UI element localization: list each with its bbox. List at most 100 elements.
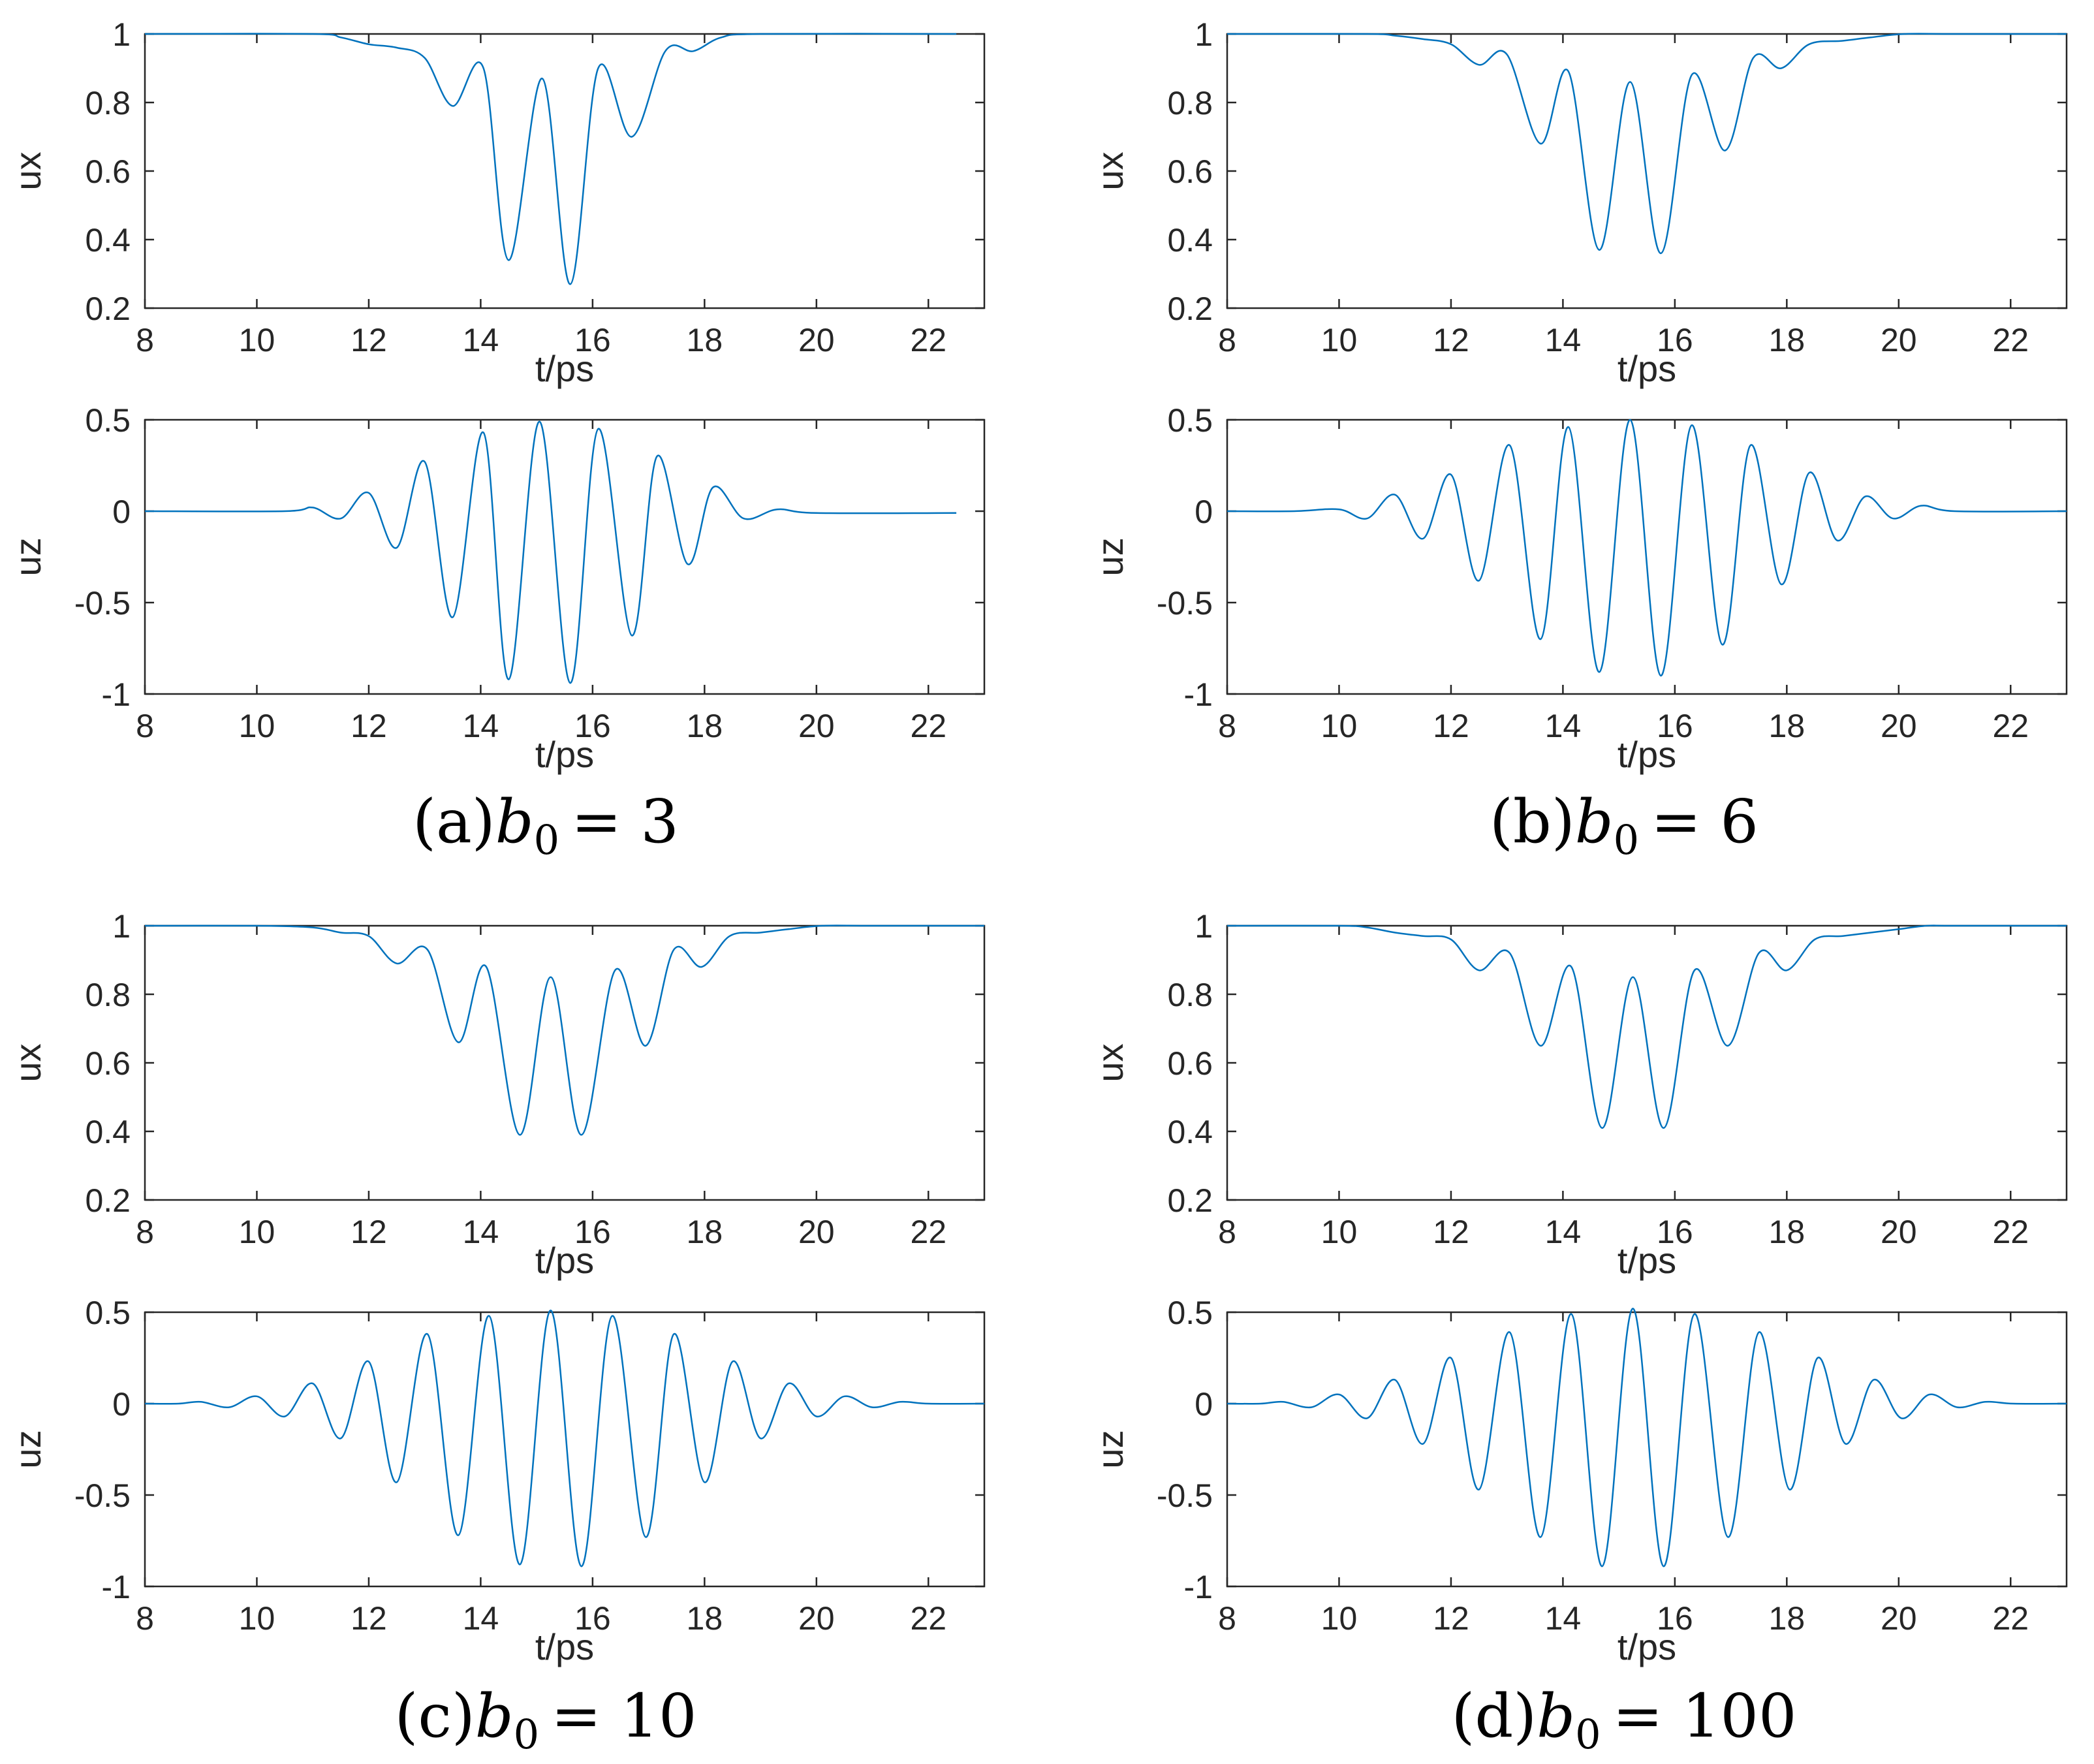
- y-tick-label: 0.2: [85, 1182, 131, 1219]
- x-tick-label: 14: [463, 322, 499, 358]
- axes-frame: [144, 924, 986, 1201]
- x-tick-label: 20: [1881, 1214, 1917, 1250]
- x-tick-label: 8: [136, 1600, 154, 1637]
- data-line-uz: [1227, 1308, 2067, 1567]
- x-tick-label: 14: [1545, 708, 1582, 744]
- y-axis-label: ux: [1089, 1043, 1131, 1082]
- x-axis-label: t/ps: [535, 348, 594, 389]
- y-tick-label: -0.5: [1157, 1477, 1213, 1514]
- x-tick-label: 12: [1433, 1600, 1469, 1637]
- subplot-a-uz: 8 10 12 14 16 18 20 22 -1 -0.5 0 0.5 t/ps uz: [7, 402, 986, 775]
- x-tick-label: 10: [1321, 1214, 1358, 1250]
- x-tick-label: 16: [574, 708, 611, 744]
- x-tick-label: 18: [687, 708, 723, 744]
- x-tick-label: 20: [798, 708, 835, 744]
- x-tick-label: 8: [136, 322, 154, 358]
- x-tick-label: 18: [1769, 1600, 1805, 1637]
- data-line-ux: [1227, 33, 2067, 255]
- x-tick-label: 22: [910, 708, 946, 744]
- x-tick-label: 20: [798, 1214, 835, 1250]
- y-tick-label: 0: [112, 1386, 131, 1423]
- y-tick-label: 0.8: [1167, 85, 1213, 121]
- y-axis-label: uz: [1089, 537, 1131, 576]
- y-tick-label: 0.4: [85, 222, 131, 259]
- x-tick-label: 12: [1433, 1214, 1469, 1250]
- x-tick-label: 12: [351, 1214, 387, 1250]
- subplot-a-ux: 8 10 12 14 16 18 20 22 0.2 0.4 0.6 0.8 1 t/ps ux: [7, 16, 986, 389]
- x-tick-label: 12: [1433, 708, 1469, 744]
- y-axis-label: uz: [1089, 1430, 1131, 1468]
- x-tick-label: 8: [136, 1214, 154, 1250]
- x-tick-label: 14: [463, 708, 499, 744]
- x-tick-label: 18: [1769, 322, 1805, 358]
- y-tick-label: 0.2: [85, 291, 131, 327]
- y-tick-label: 0.8: [85, 85, 131, 121]
- caption-d: (d)b0 = 100: [1452, 1681, 1797, 1758]
- y-tick-label: -1: [102, 676, 131, 713]
- subplot-c-uz: 8 10 12 14 16 18 20 22 -1 -0.5 0 0.5 t/ps uz: [7, 1295, 986, 1667]
- y-tick-label: 0.4: [85, 1114, 131, 1150]
- subplot-d-ux: 8 10 12 14 16 18 20 22 0.2 0.4 0.6 0.8 1 t/ps ux: [1089, 908, 2068, 1281]
- y-tick-label: -1: [1184, 1569, 1213, 1605]
- x-tick-label: 16: [574, 1600, 611, 1637]
- y-tick-label: 0: [1195, 1386, 1213, 1423]
- y-axis-label: uz: [7, 537, 48, 576]
- x-tick-label: 10: [239, 708, 275, 744]
- x-tick-label: 14: [1545, 322, 1582, 358]
- x-tick-label: 20: [1881, 1600, 1917, 1637]
- axes-frame: [144, 1311, 986, 1588]
- y-tick-label: 0: [1195, 494, 1213, 530]
- subplot-d-uz: 8 10 12 14 16 18 20 22 -1 -0.5 0 0.5 t/ps uz: [1089, 1295, 2068, 1667]
- x-tick-label: 14: [463, 1600, 499, 1637]
- y-tick-label: -0.5: [1157, 585, 1213, 622]
- x-tick-label: 10: [239, 322, 275, 358]
- subplot-c-ux: 8 10 12 14 16 18 20 22 0.2 0.4 0.6 0.8 1 t/ps ux: [7, 908, 986, 1281]
- x-tick-label: 16: [574, 1214, 611, 1250]
- y-tick-label: 0.6: [85, 1045, 131, 1082]
- caption-a: (a)b0 = 3: [413, 787, 679, 864]
- y-tick-label: 0.5: [85, 1295, 131, 1331]
- x-tick-label: 14: [463, 1214, 499, 1250]
- y-tick-label: 0.2: [1167, 291, 1213, 327]
- y-tick-label: 0.8: [85, 977, 131, 1013]
- x-tick-label: 14: [1545, 1600, 1582, 1637]
- data-line-ux: [1227, 924, 2067, 1129]
- y-tick-label: 0.6: [85, 153, 131, 190]
- x-tick-label: 10: [1321, 708, 1358, 744]
- y-tick-label: 1: [112, 908, 131, 945]
- x-tick-label: 16: [574, 322, 611, 358]
- y-tick-label: -0.5: [74, 1477, 131, 1514]
- y-tick-label: -1: [102, 1569, 131, 1605]
- x-axis-label: t/ps: [535, 734, 594, 775]
- x-tick-label: 16: [1657, 1214, 1693, 1250]
- x-tick-label: 18: [1769, 708, 1805, 744]
- x-axis-label: t/ps: [1617, 734, 1676, 775]
- y-tick-label: 0.5: [1167, 402, 1213, 439]
- y-axis-label: ux: [7, 151, 48, 190]
- x-tick-label: 22: [1992, 322, 2029, 358]
- y-tick-label: 0.5: [1167, 1295, 1213, 1331]
- y-tick-label: 1: [1195, 16, 1213, 53]
- x-tick-label: 14: [1545, 1214, 1582, 1250]
- x-tick-label: 12: [351, 322, 387, 358]
- x-tick-label: 20: [798, 322, 835, 358]
- x-tick-label: 10: [239, 1600, 275, 1637]
- y-tick-label: 1: [1195, 908, 1213, 945]
- x-axis-label: t/ps: [535, 1240, 594, 1281]
- data-line-uz: [1227, 418, 2067, 677]
- y-tick-label: 0.4: [1167, 222, 1213, 259]
- x-axis-label: t/ps: [1617, 1240, 1676, 1281]
- y-tick-label: 1: [112, 16, 131, 53]
- axes-frame: [1226, 33, 2068, 309]
- caption-b: (b)b0 = 6: [1490, 787, 1758, 864]
- x-tick-label: 22: [1992, 708, 2029, 744]
- x-tick-label: 10: [1321, 322, 1358, 358]
- x-tick-label: 10: [239, 1214, 275, 1250]
- x-tick-label: 22: [910, 1214, 946, 1250]
- x-tick-label: 8: [1218, 322, 1236, 358]
- y-tick-label: 0.6: [1167, 1045, 1213, 1082]
- x-tick-label: 16: [1657, 708, 1693, 744]
- x-tick-label: 8: [1218, 1600, 1236, 1637]
